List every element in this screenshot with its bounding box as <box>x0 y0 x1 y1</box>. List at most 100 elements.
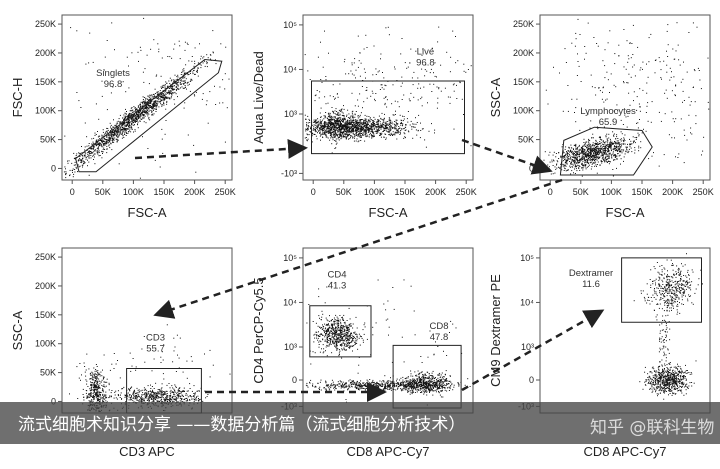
event-dot <box>571 99 572 100</box>
event-dot <box>572 154 573 155</box>
event-dot <box>365 72 366 73</box>
event-dot <box>356 131 357 132</box>
event-dot <box>543 166 544 167</box>
event-dot <box>86 381 87 382</box>
event-dot <box>587 150 588 151</box>
event-dot <box>633 142 634 143</box>
event-dot <box>611 158 612 159</box>
event-dot <box>81 161 82 162</box>
event-dot <box>310 128 311 129</box>
event-dot <box>688 115 689 116</box>
event-dot <box>340 123 341 124</box>
event-dot <box>100 375 101 376</box>
event-dot <box>607 142 608 143</box>
event-dot <box>161 100 162 101</box>
event-dot <box>565 146 566 147</box>
event-dot <box>396 124 397 125</box>
event-dot <box>373 134 374 135</box>
event-dot <box>332 132 333 133</box>
event-dot <box>364 120 365 121</box>
event-dot <box>123 130 124 131</box>
event-dot <box>109 140 110 141</box>
event-dot <box>345 136 346 137</box>
event-dot <box>583 154 584 155</box>
event-dot <box>342 118 343 119</box>
event-dot <box>621 120 622 121</box>
event-dot <box>338 120 339 121</box>
event-dot <box>661 69 662 70</box>
event-dot <box>96 374 97 375</box>
event-dot <box>394 121 395 122</box>
event-dot <box>426 71 427 72</box>
event-dot <box>360 131 361 132</box>
event-dot <box>569 161 570 162</box>
event-dot <box>347 133 348 134</box>
event-dot <box>611 148 612 149</box>
event-dot <box>325 76 326 77</box>
event-dot <box>581 147 582 148</box>
event-dot <box>150 106 151 107</box>
event-dot <box>613 151 614 152</box>
event-dot <box>627 62 628 63</box>
event-dot <box>392 134 393 135</box>
event-dot <box>354 135 355 136</box>
event-dot <box>137 124 138 125</box>
event-dot <box>98 396 99 397</box>
event-dot <box>343 113 344 114</box>
event-dot <box>587 145 588 146</box>
event-dot <box>343 119 344 120</box>
event-dot <box>604 65 605 66</box>
event-dot <box>570 167 571 168</box>
event-dot <box>93 374 94 375</box>
event-dot <box>642 90 643 91</box>
event-dot <box>395 114 396 115</box>
event-dot <box>601 152 602 153</box>
event-dot <box>609 163 610 164</box>
event-dot <box>606 136 607 137</box>
event-dot <box>586 168 587 169</box>
event-dot <box>64 166 65 167</box>
event-dot <box>381 134 382 135</box>
event-dot <box>389 123 390 124</box>
event-dot <box>646 93 647 94</box>
event-dot <box>131 110 132 111</box>
event-dot <box>392 127 393 128</box>
event-dot <box>381 129 382 130</box>
event-dot <box>613 153 614 154</box>
event-dot <box>315 120 316 121</box>
event-dot <box>363 122 364 123</box>
event-dot <box>85 153 86 154</box>
event-dot <box>97 381 98 382</box>
event-dot <box>418 115 419 116</box>
event-dot <box>125 118 126 119</box>
event-dot <box>550 162 551 163</box>
event-dot <box>592 145 593 146</box>
event-dot <box>633 136 634 137</box>
event-dot <box>340 114 341 115</box>
event-dot <box>568 111 569 112</box>
event-dot <box>350 120 351 121</box>
event-dot <box>100 143 101 144</box>
event-dot <box>374 123 375 124</box>
event-dot <box>128 87 129 88</box>
event-dot <box>116 139 117 140</box>
event-dot <box>82 165 83 166</box>
x-tick-label: 100K <box>364 187 385 197</box>
event-dot <box>321 134 322 135</box>
event-dot <box>185 42 186 43</box>
event-dot <box>102 394 103 395</box>
event-dot <box>322 82 323 83</box>
event-dot <box>97 152 98 153</box>
event-dot <box>309 120 310 121</box>
event-dot <box>605 150 606 151</box>
event-dot <box>353 126 354 127</box>
event-dot <box>349 134 350 135</box>
event-dot <box>356 135 357 136</box>
event-dot <box>177 88 178 89</box>
event-dot <box>116 131 117 132</box>
event-dot <box>576 159 577 160</box>
event-dot <box>117 122 118 123</box>
event-dot <box>450 103 451 104</box>
event-dot <box>84 161 85 162</box>
event-dot <box>361 63 362 64</box>
